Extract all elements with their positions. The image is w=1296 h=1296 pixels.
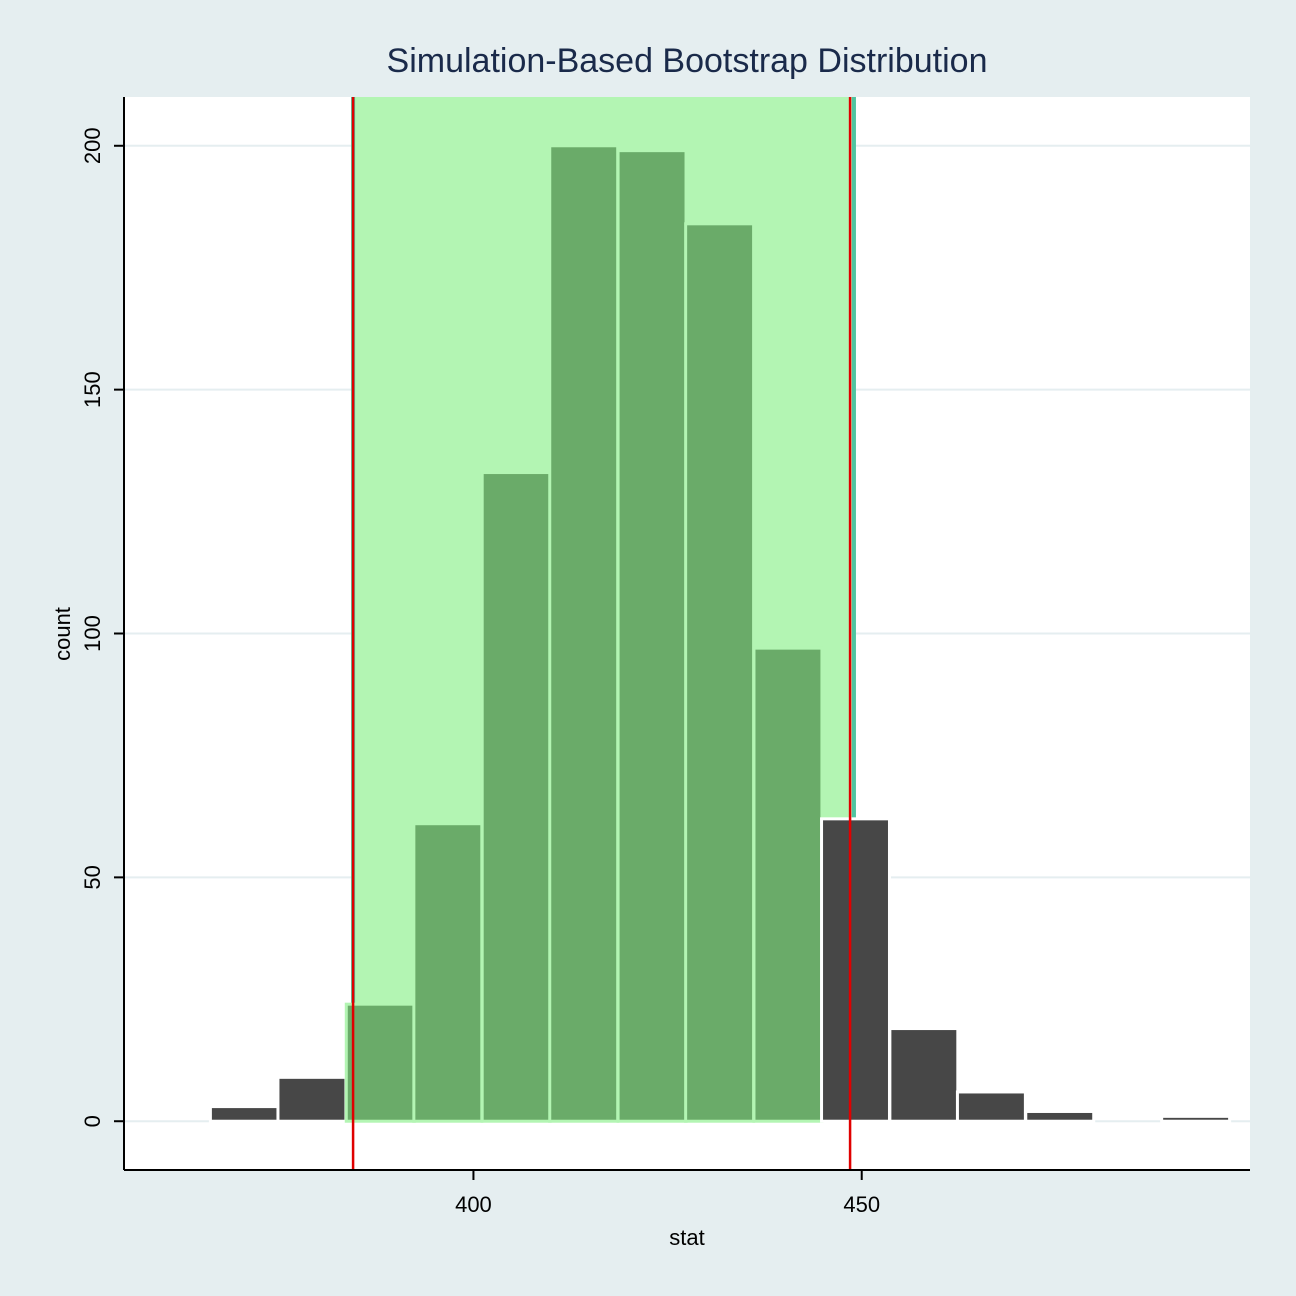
histogram-bar-11: [955, 1090, 1027, 1123]
histogram-bar-1: [276, 1075, 348, 1123]
histogram-bar-14: [1160, 1114, 1232, 1123]
y-axis-label: count: [50, 607, 75, 661]
y-tick-label-100: 100: [80, 615, 105, 652]
chart-title: Simulation-Based Bootstrap Distribution: [387, 42, 988, 80]
histogram-bar-3: [412, 822, 484, 1123]
histogram-bar-4: [480, 471, 552, 1123]
x-axis-label: stat: [669, 1225, 704, 1250]
histogram-bar-6: [616, 149, 688, 1123]
histogram-bar-9: [820, 817, 891, 1123]
y-tick-label-50: 50: [80, 865, 105, 889]
histogram-bar-0: [208, 1105, 280, 1123]
x-tick-label-450: 450: [843, 1192, 880, 1217]
histogram-bar-10: [888, 1027, 960, 1123]
y-tick-label-150: 150: [80, 371, 105, 408]
histogram-bar-7: [684, 222, 756, 1123]
histogram-bar-2: [344, 1002, 416, 1123]
histogram-bar-12: [1024, 1109, 1096, 1123]
y-tick-label-0: 0: [80, 1115, 105, 1127]
histogram-bar-5: [548, 144, 620, 1123]
y-tick-label-200: 200: [80, 127, 105, 164]
histogram-bar-8: [752, 646, 824, 1123]
x-tick-label-400: 400: [455, 1192, 492, 1217]
plot-area: 0 50 100 150 200 400 450: [80, 97, 1250, 1217]
